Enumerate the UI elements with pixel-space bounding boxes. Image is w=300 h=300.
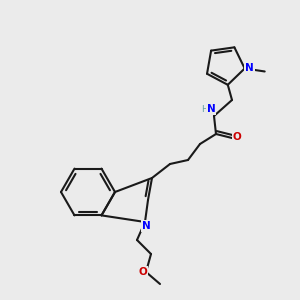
Text: N: N [245,64,254,74]
Text: O: O [139,267,147,277]
Text: H: H [201,106,207,115]
Text: N: N [142,221,150,231]
Text: O: O [232,132,242,142]
Text: N: N [207,104,215,114]
